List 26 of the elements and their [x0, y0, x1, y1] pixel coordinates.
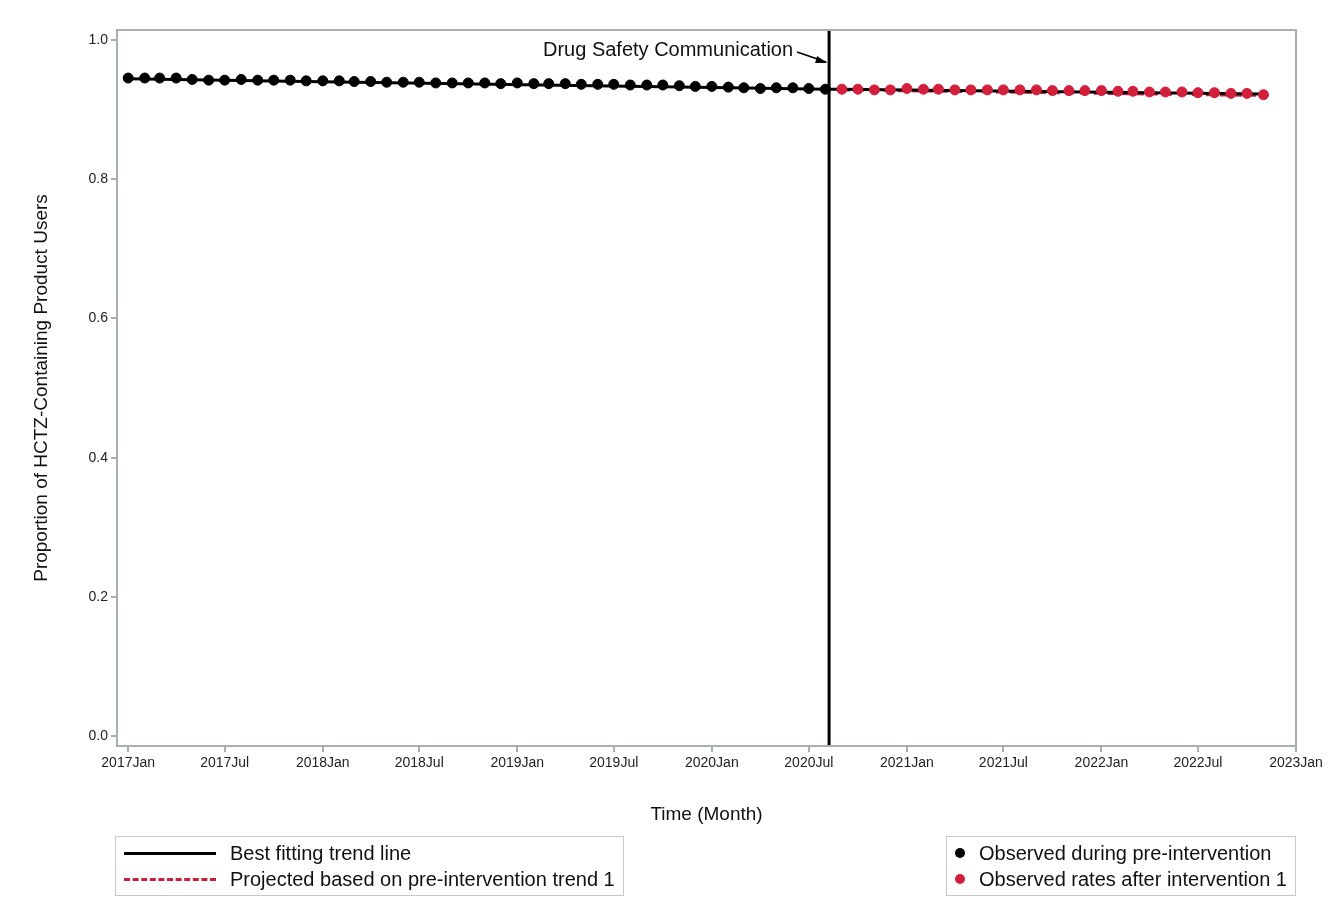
x-tick-label: 2017Jan: [101, 754, 156, 771]
y-tick-label: 0.6: [88, 309, 109, 326]
legend-label: Observed during pre-intervention: [979, 841, 1272, 865]
y-tick-label: 0.4: [88, 448, 109, 465]
x-tick-label: 2021Jul: [978, 754, 1028, 771]
x-tick-label: 2022Jan: [1074, 754, 1129, 771]
y-tick-label: 0.2: [88, 587, 109, 604]
x-tick-label: 2023Jan: [1269, 754, 1323, 771]
legend-label: Projected based on pre-intervention trend 1: [230, 867, 615, 891]
x-tick-label: 2020Jan: [684, 754, 739, 771]
x-tick-label: 2021Jan: [880, 754, 934, 771]
x-tick-label: 2019Jan: [490, 754, 545, 771]
ref-line-label: Drug Safety Communication: [542, 37, 794, 60]
x-tick-label: 2019Jul: [589, 754, 639, 771]
legend-label: Best fitting trend line: [230, 841, 412, 865]
x-tick-label: 2018Jul: [394, 754, 444, 771]
x-tick-label: 2020Jul: [784, 754, 834, 771]
y-tick-label: 1.0: [88, 30, 109, 47]
x-tick-label: 2017Jul: [200, 754, 250, 771]
x-tick-label: 2022Jul: [1173, 754, 1223, 771]
y-tick-label: 0.0: [88, 727, 109, 744]
legend-label: Observed rates after intervention 1: [979, 867, 1287, 891]
y-tick-label: 0.8: [88, 169, 109, 186]
x-tick-label: 2018Jan: [295, 754, 350, 771]
y-axis-title: Proportion of HCTZ-Containing Product Users: [29, 194, 51, 582]
x-axis-title: Time (Month): [650, 802, 763, 824]
